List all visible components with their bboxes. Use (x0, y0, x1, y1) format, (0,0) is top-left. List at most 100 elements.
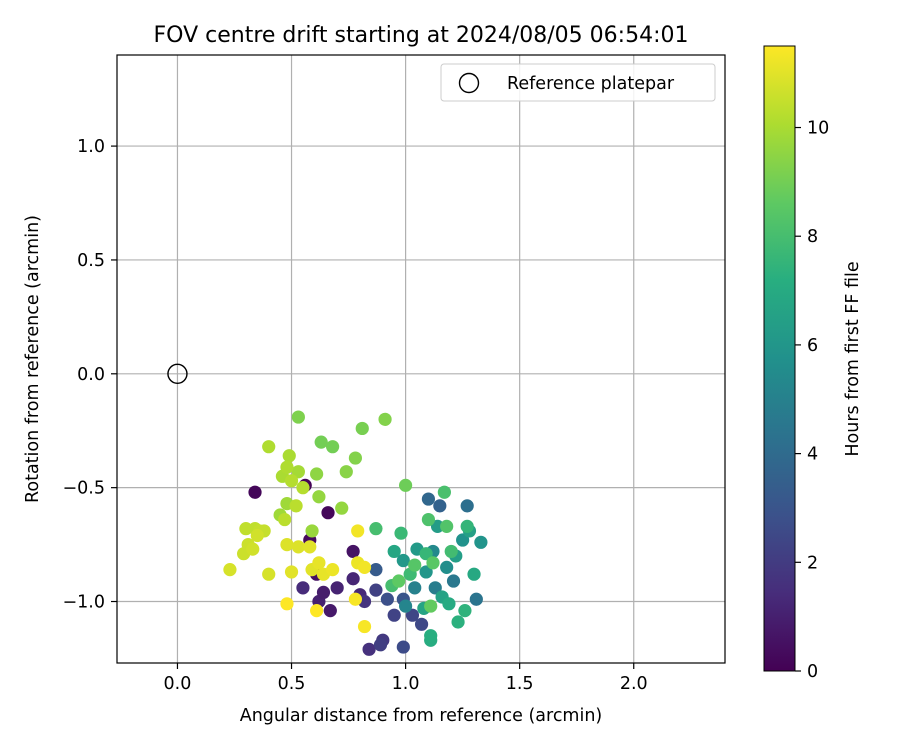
data-point (392, 574, 406, 588)
x-axis-ticks: 0.0 0.5 1.0 1.5 2.0 (164, 663, 648, 694)
data-point (284, 565, 299, 579)
data-point (387, 544, 401, 559)
data-point (399, 478, 413, 492)
data-points (223, 410, 488, 656)
reference-marker (167, 363, 188, 385)
data-point (335, 501, 349, 515)
data-point (469, 592, 483, 606)
data-point (321, 506, 335, 520)
colorbar-label: Hours from first FF file (843, 261, 863, 456)
data-point (314, 435, 328, 449)
data-point (296, 581, 310, 595)
data-point (289, 499, 303, 513)
data-point (396, 640, 410, 654)
data-point (460, 499, 474, 513)
data-point (421, 512, 436, 527)
data-point (460, 519, 474, 533)
colorbar-ticks: 0 2 4 6 8 10 (795, 119, 829, 682)
plot-frame (116, 54, 726, 664)
data-point (380, 592, 394, 606)
data-point (428, 581, 442, 595)
data-point (369, 583, 383, 597)
data-point (405, 608, 420, 622)
data-point (262, 567, 276, 581)
data-point (408, 558, 422, 572)
data-point (369, 563, 383, 577)
data-point (394, 526, 408, 540)
data-point (291, 410, 305, 424)
data-point (378, 412, 392, 426)
data-point (414, 617, 429, 631)
y-tick-label: 0.0 (77, 365, 105, 385)
colorbar-tick-label: 6 (807, 336, 818, 356)
colorbar-tick-label: 0 (807, 662, 818, 682)
y-axis-label: Rotation from reference (arcmin) (23, 215, 43, 503)
data-point (419, 547, 433, 561)
data-point (296, 481, 310, 495)
data-point (339, 465, 353, 479)
x-tick-label: 0.5 (278, 674, 306, 694)
data-point (310, 467, 324, 481)
data-point (474, 535, 488, 549)
data-point (467, 567, 481, 581)
colorbar-tick-label: 2 (807, 553, 818, 573)
data-point (280, 597, 294, 611)
colorbar-tick-label: 10 (807, 119, 829, 139)
data-point (387, 608, 401, 622)
data-point (419, 565, 433, 579)
legend-open-circle-icon (458, 72, 480, 94)
data-point (310, 604, 324, 618)
data-point (373, 638, 388, 652)
y-axis-ticks: −1.0 −0.5 0.0 0.5 1.0 (63, 137, 117, 613)
data-point (351, 524, 365, 538)
data-point (433, 499, 447, 513)
x-tick-label: 0.0 (164, 674, 192, 694)
data-point (246, 542, 260, 556)
grid-lines (117, 55, 725, 663)
data-point (305, 524, 319, 538)
y-tick-label: 1.0 (77, 137, 105, 157)
colorbar: 0 2 4 6 8 10 Hours from first FF file (763, 45, 863, 682)
data-point (421, 492, 436, 506)
data-point (430, 519, 445, 533)
legend-box (440, 63, 716, 102)
data-point (312, 556, 326, 570)
data-point (346, 572, 360, 586)
y-tick-label: −0.5 (63, 479, 106, 499)
data-point (239, 522, 253, 536)
data-point (357, 619, 372, 634)
data-point (284, 474, 299, 488)
legend-label: Reference platepar (507, 74, 675, 94)
data-point (424, 629, 438, 643)
data-point (312, 490, 326, 504)
data-point (250, 528, 264, 543)
x-tick-label: 2.0 (620, 674, 648, 694)
data-point (325, 563, 340, 577)
data-point (303, 540, 317, 554)
chart-title: FOV centre drift starting at 2024/08/05 … (154, 23, 689, 48)
data-point (456, 533, 470, 547)
data-point (282, 449, 296, 463)
x-tick-label: 1.5 (506, 674, 534, 694)
data-point (248, 485, 262, 499)
data-point (408, 581, 422, 595)
colorbar-tick-label: 8 (807, 227, 818, 247)
data-point (316, 585, 331, 600)
x-tick-label: 1.0 (392, 674, 420, 694)
data-point (330, 581, 344, 595)
data-point (444, 544, 458, 559)
reference-platepar-marker (167, 363, 188, 385)
colorbar-gradient (763, 45, 796, 672)
y-tick-label: −1.0 (63, 593, 106, 613)
data-point (291, 465, 305, 479)
data-point (291, 540, 305, 554)
data-point (280, 460, 294, 474)
data-point (262, 440, 276, 454)
data-point (396, 553, 410, 568)
data-point (325, 440, 340, 454)
data-point (223, 563, 237, 577)
data-point (323, 604, 337, 618)
data-point (278, 512, 292, 527)
colorbar-tick-label: 4 (807, 445, 818, 465)
